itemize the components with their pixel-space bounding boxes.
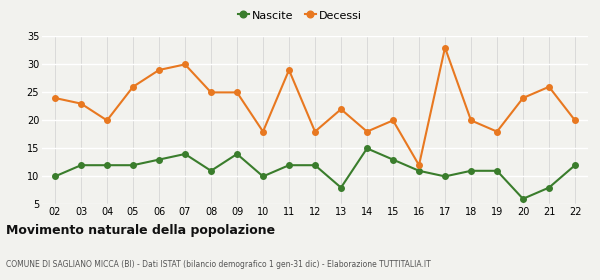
Decessi: [77, 102, 85, 105]
Nascite: [442, 175, 449, 178]
Decessi: [442, 46, 449, 49]
Nascite: [181, 152, 188, 156]
Nascite: [571, 164, 578, 167]
Decessi: [311, 130, 319, 133]
Nascite: [311, 164, 319, 167]
Decessi: [181, 63, 188, 66]
Decessi: [103, 119, 110, 122]
Decessi: [467, 119, 475, 122]
Nascite: [286, 164, 293, 167]
Line: Nascite: Nascite: [52, 146, 578, 202]
Decessi: [130, 85, 137, 88]
Decessi: [571, 119, 578, 122]
Nascite: [103, 164, 110, 167]
Legend: Nascite, Decessi: Nascite, Decessi: [233, 6, 367, 25]
Decessi: [259, 130, 266, 133]
Decessi: [389, 119, 397, 122]
Nascite: [208, 169, 215, 172]
Nascite: [52, 175, 59, 178]
Text: Movimento naturale della popolazione: Movimento naturale della popolazione: [6, 224, 275, 237]
Nascite: [364, 147, 371, 150]
Nascite: [259, 175, 266, 178]
Nascite: [337, 186, 344, 189]
Decessi: [286, 68, 293, 72]
Decessi: [233, 91, 241, 94]
Nascite: [493, 169, 500, 172]
Decessi: [52, 96, 59, 100]
Line: Decessi: Decessi: [52, 45, 578, 168]
Nascite: [77, 164, 85, 167]
Nascite: [520, 197, 527, 200]
Nascite: [233, 152, 241, 156]
Decessi: [545, 85, 553, 88]
Nascite: [130, 164, 137, 167]
Nascite: [545, 186, 553, 189]
Nascite: [389, 158, 397, 161]
Decessi: [415, 164, 422, 167]
Decessi: [155, 68, 163, 72]
Decessi: [337, 108, 344, 111]
Nascite: [415, 169, 422, 172]
Decessi: [520, 96, 527, 100]
Decessi: [364, 130, 371, 133]
Nascite: [467, 169, 475, 172]
Decessi: [208, 91, 215, 94]
Decessi: [493, 130, 500, 133]
Nascite: [155, 158, 163, 161]
Text: COMUNE DI SAGLIANO MICCA (BI) - Dati ISTAT (bilancio demografico 1 gen-31 dic) -: COMUNE DI SAGLIANO MICCA (BI) - Dati IST…: [6, 260, 431, 269]
